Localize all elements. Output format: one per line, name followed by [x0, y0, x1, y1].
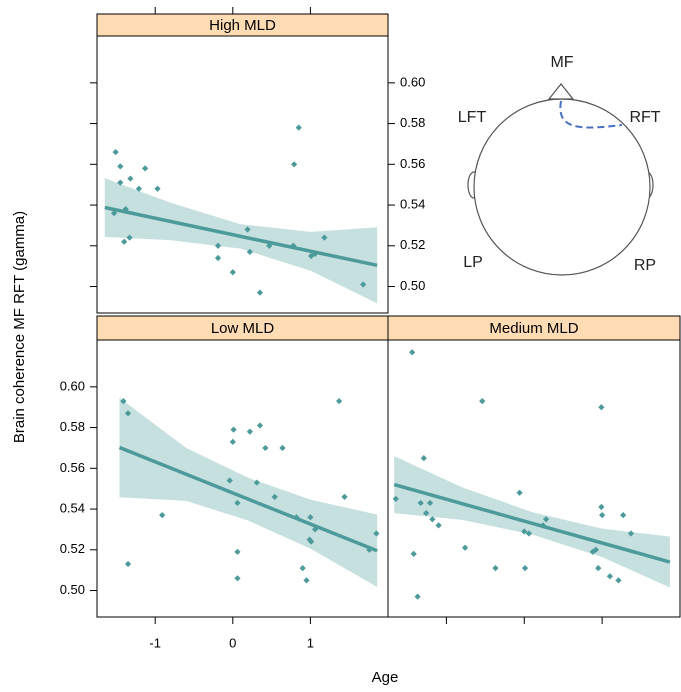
point [154, 185, 161, 192]
panel-title: Low MLD [211, 320, 275, 337]
point [121, 238, 128, 245]
panel-title: Medium MLD [489, 320, 578, 337]
point [117, 163, 124, 170]
y-tick-label: 0.56 [400, 156, 425, 171]
point [595, 565, 602, 572]
point [110, 210, 118, 217]
y-tick-label: 0.58 [60, 419, 85, 434]
point [234, 575, 241, 582]
y-tick-label: 0.54 [400, 196, 425, 211]
head-diagram: MF LFT RFT LP RP [458, 54, 661, 276]
point [410, 550, 417, 557]
point [124, 560, 132, 568]
point [516, 489, 523, 496]
point [295, 124, 302, 131]
confidence-band [119, 397, 378, 588]
fit-line [104, 205, 378, 268]
x-axis-label: Age [372, 669, 399, 686]
y-tick-label: 0.56 [60, 460, 85, 475]
point [246, 428, 253, 435]
head [473, 98, 651, 276]
confidence-band [104, 178, 378, 304]
point [271, 493, 278, 500]
fit-line [393, 482, 671, 564]
point [409, 349, 416, 356]
point [461, 544, 469, 551]
point [414, 593, 421, 600]
point [592, 546, 600, 553]
point [627, 530, 635, 537]
panel [118, 397, 380, 588]
point [256, 289, 264, 296]
point [620, 512, 627, 519]
point [599, 512, 606, 519]
point [420, 455, 427, 462]
y-tick-label: 0.50 [400, 278, 425, 293]
point [615, 577, 622, 584]
electrode-label: LP [463, 254, 483, 271]
point [126, 234, 133, 241]
point [417, 499, 424, 507]
electrode-label: RFT [629, 109, 660, 126]
electrode-label: LFT [458, 109, 487, 126]
x-tick-label: 0 [229, 635, 236, 650]
point [542, 516, 550, 523]
fit-line [118, 445, 378, 553]
x-tick-label: 1 [307, 635, 314, 650]
point [598, 503, 605, 511]
point [525, 530, 533, 537]
y-tick-label: 0.58 [400, 115, 425, 130]
panel [392, 349, 671, 600]
point [159, 512, 166, 519]
point [262, 444, 269, 452]
point [234, 548, 241, 555]
panel-title: High MLD [209, 17, 276, 34]
point [426, 499, 434, 507]
point [392, 495, 399, 502]
point [253, 479, 260, 486]
y-tick-label: 0.54 [60, 500, 85, 515]
electrode-label: RP [634, 257, 656, 274]
point [303, 577, 310, 584]
strip [96, 13, 389, 37]
x-tick-label: -1 [149, 635, 161, 650]
point [521, 565, 529, 572]
point [492, 565, 499, 572]
y-tick-label: 0.52 [400, 237, 425, 252]
y-tick-label: 0.60 [60, 378, 85, 393]
y-tick-label: 0.50 [60, 582, 85, 597]
point [336, 397, 343, 405]
connection [559, 100, 623, 129]
point [429, 516, 436, 523]
point [142, 165, 149, 172]
point [256, 422, 264, 429]
electrode-label: MF [550, 54, 573, 71]
point [598, 404, 605, 411]
panel [104, 124, 378, 304]
y-tick-label: 0.60 [400, 74, 425, 89]
point [229, 269, 236, 276]
point [606, 573, 614, 580]
point [279, 444, 286, 452]
point [299, 565, 306, 572]
point [112, 148, 119, 156]
nose [547, 83, 575, 100]
point [230, 426, 237, 433]
point [521, 528, 528, 535]
point [214, 242, 222, 249]
point [127, 175, 134, 182]
point [290, 161, 298, 168]
point [341, 493, 348, 500]
point [479, 397, 486, 405]
point [360, 281, 367, 288]
point [229, 438, 236, 445]
point [435, 522, 442, 529]
y-tick-label: 0.52 [60, 541, 85, 556]
y-axis-label: Brain coherence MF RFT (gamma) [11, 211, 28, 443]
strip [387, 315, 681, 341]
strip [96, 315, 389, 341]
point [214, 254, 222, 262]
